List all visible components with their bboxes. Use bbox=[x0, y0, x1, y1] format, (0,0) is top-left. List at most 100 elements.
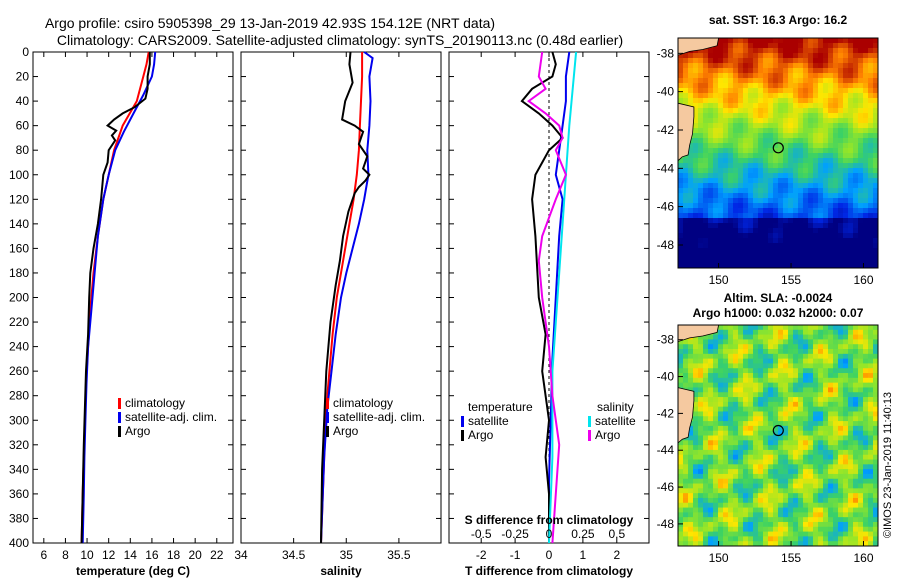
title-line-2: Climatology: CARS2009. Satellite-adjuste… bbox=[57, 32, 623, 48]
map-x-tick-label: 155 bbox=[781, 551, 801, 565]
legend-label: satellite-adj. clim. bbox=[333, 410, 425, 424]
x-tick-label: -2 bbox=[476, 548, 487, 562]
y-tick-label: 400 bbox=[9, 536, 29, 550]
top-tick-label: -0.25 bbox=[501, 527, 529, 541]
chart-difference: -2 -1 0 1 2 T difference from climatology S di… bbox=[448, 51, 650, 578]
y-tick-label: 80 bbox=[16, 143, 30, 157]
maps: sat. SST: 16.3 Argo: 16.2 150 155 160 -38 -40… bbox=[657, 13, 879, 565]
map-x-tick-label: 150 bbox=[709, 551, 729, 565]
plot-area-temperature bbox=[32, 51, 234, 544]
legend-swatch bbox=[326, 412, 329, 423]
x-tick-label: 1 bbox=[580, 548, 587, 562]
series-line-s-satellite bbox=[548, 51, 578, 544]
legend-swatch bbox=[326, 426, 329, 437]
top-tick-label: 0.25 bbox=[571, 527, 595, 541]
y-tick-label: 280 bbox=[9, 389, 29, 403]
map-x-tick-label: 160 bbox=[853, 551, 873, 565]
series-line-argo bbox=[80, 52, 151, 544]
profile-charts: 0204060801001201401601802002202402602803… bbox=[9, 45, 650, 578]
legend-label: Argo bbox=[468, 428, 494, 442]
map-title-sla: Altim. SLA: -0.0024 bbox=[724, 291, 833, 305]
argo-float-marker bbox=[772, 424, 784, 437]
legend-swatch bbox=[588, 430, 591, 441]
legend-swatch bbox=[461, 416, 464, 427]
map-y-tick-label: -46 bbox=[657, 200, 675, 214]
map-y-tick-label: -42 bbox=[657, 123, 675, 137]
legend-label: satellite-adj. clim. bbox=[125, 410, 217, 424]
series-line-argo bbox=[320, 51, 371, 544]
series-line-t-satellite bbox=[548, 51, 571, 543]
map-title-sst: sat. SST: 16.3 Argo: 16.2 bbox=[709, 13, 848, 27]
y-tick-label: 20 bbox=[16, 70, 30, 84]
top-tick-label: 0 bbox=[546, 527, 553, 541]
legend-swatch bbox=[326, 398, 329, 409]
map-x-tick-label: 155 bbox=[781, 273, 801, 287]
x-axis-label-difference: T difference from climatology bbox=[465, 564, 633, 578]
y-tick-label: 180 bbox=[9, 266, 29, 280]
x-tick-label: 16 bbox=[145, 548, 159, 562]
legend-swatch bbox=[118, 398, 121, 409]
x-tick-label: 35.5 bbox=[387, 548, 411, 562]
top-tick-label: 0.5 bbox=[608, 527, 625, 541]
y-tick-label: 0 bbox=[22, 45, 29, 59]
y-tick-label: 200 bbox=[9, 291, 29, 305]
legend-label: Argo bbox=[125, 424, 151, 438]
legend-swatch bbox=[118, 426, 121, 437]
legend-label: climatology bbox=[333, 396, 393, 410]
y-tick-label: 140 bbox=[9, 217, 29, 231]
legend-label: climatology bbox=[125, 396, 185, 410]
map-frame-sla bbox=[677, 324, 879, 547]
legend-title-temperature: temperature bbox=[468, 400, 533, 414]
top-tick-label: -0.5 bbox=[471, 527, 492, 541]
map-y-tick-label: -48 bbox=[657, 517, 675, 531]
land-tasmania bbox=[677, 387, 695, 444]
map-sst: sat. SST: 16.3 Argo: 16.2 150 155 160 -38 -40… bbox=[657, 13, 879, 287]
legend-swatch bbox=[461, 430, 464, 441]
map-subtitle-sla: Argo h1000: 0.032 h2000: 0.07 bbox=[693, 306, 864, 320]
x-tick-label: 35 bbox=[340, 548, 354, 562]
series-line-satellite-adj-clim- bbox=[320, 51, 374, 544]
x-axis-label-temperature: temperature (deg C) bbox=[76, 564, 190, 578]
map-y-tick-label: -48 bbox=[657, 238, 675, 252]
legend-swatch bbox=[588, 416, 591, 427]
map-y-tick-label: -40 bbox=[657, 85, 675, 99]
land-tasmania bbox=[677, 102, 695, 162]
y-tick-label: 60 bbox=[16, 119, 30, 133]
legend-label: satellite bbox=[468, 414, 509, 428]
map-field-sst bbox=[678, 38, 879, 269]
series-line-t-argo bbox=[520, 51, 564, 543]
map-frame-sst bbox=[677, 37, 879, 269]
y-tick-label: 360 bbox=[9, 487, 29, 501]
y-tick-label: 300 bbox=[9, 413, 29, 427]
map-y-tick-label: -44 bbox=[657, 443, 675, 457]
map-field-sla bbox=[678, 325, 879, 547]
title-line-1: Argo profile: csiro 5905398_29 13-Jan-20… bbox=[45, 15, 495, 31]
credit-text: ©IMOS 23-Jan-2019 11:40:13 bbox=[882, 392, 894, 538]
map-x-tick-label: 150 bbox=[709, 273, 729, 287]
map-y-tick-label: -44 bbox=[657, 161, 675, 175]
legend-swatch bbox=[118, 412, 121, 423]
map-y-tick-label: -38 bbox=[657, 333, 675, 347]
x-axis-label-top: S difference from climatology bbox=[465, 513, 634, 527]
x-tick-label: 34 bbox=[234, 548, 248, 562]
y-tick-label: 240 bbox=[9, 340, 29, 354]
x-tick-label: 10 bbox=[80, 548, 94, 562]
x-tick-label: 6 bbox=[40, 548, 47, 562]
map-y-tick-label: -46 bbox=[657, 480, 675, 494]
x-tick-label: 18 bbox=[167, 548, 181, 562]
series-line-s-argo bbox=[527, 51, 567, 544]
legend-label: satellite bbox=[595, 414, 636, 428]
x-axis-label-salinity: salinity bbox=[320, 564, 362, 578]
y-tick-label: 220 bbox=[9, 315, 29, 329]
x-tick-label: 22 bbox=[210, 548, 224, 562]
y-tick-label: 160 bbox=[9, 241, 29, 255]
y-tick-label: 40 bbox=[16, 94, 30, 108]
x-tick-label: 20 bbox=[188, 548, 202, 562]
chart-salinity: 34 34.5 35 35.5 salinity climatologysatellite… bbox=[234, 51, 442, 578]
legend-label: Argo bbox=[595, 428, 621, 442]
x-tick-label: 0 bbox=[546, 548, 553, 562]
y-tick-label: 100 bbox=[9, 168, 29, 182]
y-tick-label: 120 bbox=[9, 192, 29, 206]
map-x-tick-label: 160 bbox=[853, 273, 873, 287]
